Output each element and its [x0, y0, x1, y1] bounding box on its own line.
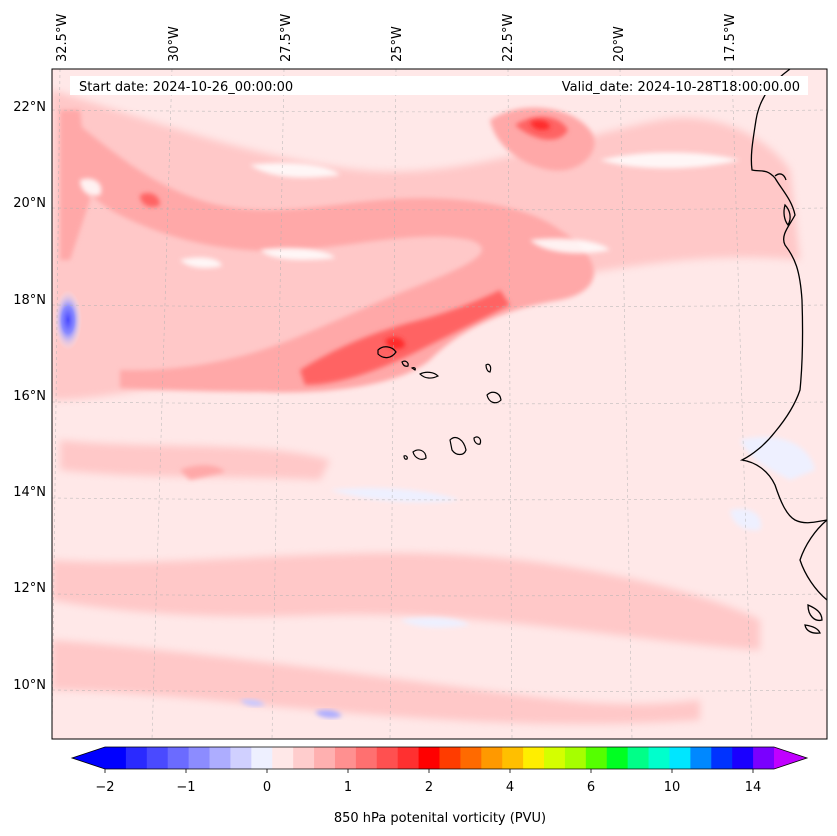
colorbar-segment — [544, 747, 566, 769]
colorbar-segment — [460, 747, 482, 769]
map-frame — [51, 68, 828, 740]
colorbar-segment — [146, 747, 169, 769]
lon-label: 17.5°W — [723, 14, 738, 62]
colorbar-segment — [188, 747, 211, 769]
lat-label: 18°N — [13, 293, 46, 308]
lon-label: 22.5°W — [501, 14, 516, 62]
colorbar-tick-label: −2 — [95, 780, 114, 795]
lat-label: 10°N — [13, 678, 46, 693]
colorbar-ticks — [104, 769, 754, 773]
colorbar-segment — [669, 747, 691, 769]
colorbar-segment — [418, 747, 441, 769]
lon-label: 32.5°W — [55, 14, 70, 62]
colorbar-segment — [627, 747, 650, 769]
colorbar-tick-labels: −2 −1 0 1 2 4 6 10 14 — [95, 780, 761, 795]
colorbar-tick-label: 2 — [425, 780, 433, 795]
pv-field-light — [52, 90, 800, 725]
colorbar-tick-label: 4 — [506, 780, 514, 795]
lat-label: 12°N — [13, 581, 46, 596]
colorbar-tick-label: 6 — [587, 780, 595, 795]
colorbar-tick-label: 14 — [745, 780, 762, 795]
lat-label: 16°N — [13, 389, 46, 404]
colorbar-segment — [711, 747, 733, 769]
colorbar-under-arrow — [72, 747, 105, 769]
lon-label: 27.5°W — [279, 14, 294, 62]
colorbar-segment — [397, 747, 420, 769]
pv-field-negative — [54, 290, 815, 719]
lon-label: 20°W — [612, 26, 627, 62]
colorbar-segment — [753, 747, 775, 769]
colorbar-segment — [125, 747, 148, 769]
start-date-label: Start date: 2024-10-26_00:00:00 — [79, 80, 293, 95]
colorbar-segment — [230, 747, 252, 769]
colorbar-segment — [439, 747, 462, 769]
colorbar-segment — [648, 747, 671, 769]
colorbar-segment — [293, 747, 315, 769]
colorbar-segment — [564, 747, 587, 769]
cape-verde-islands — [377, 346, 502, 460]
colorbar-segment — [209, 747, 232, 769]
latitude-labels: 22°N 20°N 18°N 16°N 14°N 12°N 10°N — [13, 100, 46, 693]
colorbar-tick-label: 1 — [344, 780, 352, 795]
colorbar-segment — [314, 747, 336, 769]
lon-label: 30°W — [167, 26, 182, 62]
colorbar-segment — [481, 747, 503, 769]
valid-date-label: Valid_date: 2024-10-28T18:00:00.00 — [562, 80, 800, 95]
lat-label: 14°N — [13, 485, 46, 500]
map-gridlines — [52, 69, 827, 739]
colorbar-segment — [690, 747, 712, 769]
colorbar-tick-label: 10 — [664, 780, 681, 795]
colorbar-tick-label: −1 — [176, 780, 195, 795]
colorbar-segment — [523, 747, 545, 769]
colorbar-segment — [355, 747, 378, 769]
pv-field-white-patches — [80, 152, 740, 268]
lat-label: 22°N — [13, 100, 46, 115]
colorbar-label: 850 hPa potenital vorticity (PVU) — [334, 811, 546, 826]
colorbar-segment — [732, 747, 754, 769]
colorbar-tick-label: 0 — [263, 780, 271, 795]
colorbar-over-arrow — [774, 747, 807, 769]
colorbar-segment — [585, 747, 608, 769]
lon-label: 25°W — [390, 26, 405, 62]
colorbar-segment — [502, 747, 524, 769]
colorbar-segment — [272, 747, 294, 769]
colorbar-segment — [334, 747, 357, 769]
colorbar-segments — [105, 747, 775, 769]
lat-label: 20°N — [13, 196, 46, 211]
map-panel — [52, 69, 827, 739]
colorbar-segment — [167, 747, 190, 769]
coastline-africa — [739, 69, 827, 634]
colorbar-segment — [105, 747, 127, 769]
colorbar-segment — [606, 747, 629, 769]
header-box — [70, 76, 808, 95]
colorbar-segment — [251, 747, 273, 769]
colorbar: −2 −1 0 1 2 4 6 10 14 850 hPa potenital … — [70, 746, 809, 826]
pv-field-peak — [385, 120, 550, 350]
colorbar-segment — [376, 747, 399, 769]
longitude-labels: 32.5°W 30°W 27.5°W 25°W 22.5°W 20°W 17.5… — [55, 14, 738, 62]
